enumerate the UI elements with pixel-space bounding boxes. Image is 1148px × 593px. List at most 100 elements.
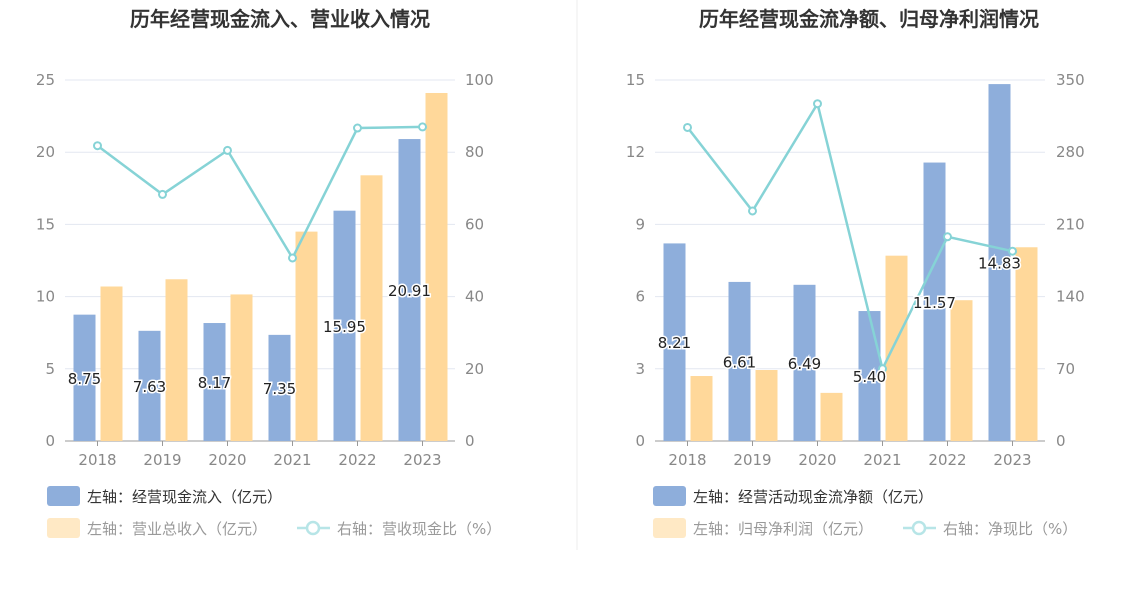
y-right-tick-label: 0: [465, 432, 475, 450]
legend-line-marker: [911, 520, 927, 536]
legend-item[interactable]: 右轴：营收现金比（%）: [297, 520, 501, 538]
bar-data-label: 11.57: [913, 294, 956, 312]
bar-data-label: 20.91: [388, 282, 431, 300]
y-left-tick-label: 20: [36, 143, 55, 161]
line-point: [683, 122, 692, 132]
legend-item[interactable]: 左轴：经营活动现金流净额（亿元）: [653, 486, 933, 506]
line-point: [943, 232, 952, 242]
chart-title: 历年经营现金流入、营业收入情况: [130, 7, 430, 31]
x-tick-label: 2019: [143, 451, 181, 469]
line-point: [813, 99, 822, 109]
bar-primary: [138, 330, 161, 441]
line-series-path: [686, 100, 1013, 373]
bar-secondary: [230, 294, 253, 441]
y-left-tick-label: 12: [626, 143, 645, 161]
line-point: [158, 189, 167, 199]
x-tick-label: 2021: [863, 451, 901, 469]
bar-data-label: 7.35: [263, 380, 296, 398]
bar-secondary: [165, 279, 188, 441]
x-tick-label: 2020: [208, 451, 246, 469]
y-right-tick-label: 60: [465, 215, 484, 233]
y-left-tick-label: 0: [635, 432, 645, 450]
legend-label: 左轴：经营活动现金流净额（亿元）: [693, 488, 933, 506]
bar-secondary: [755, 370, 778, 441]
legend-swatch: [47, 486, 80, 506]
bar-secondary: [820, 392, 843, 441]
y-left-tick-label: 10: [36, 288, 55, 306]
y-left-tick-label: 9: [635, 215, 645, 233]
x-tick-label: 2019: [733, 451, 771, 469]
y-left-tick-label: 15: [626, 71, 645, 89]
y-right-tick-label: 280: [1056, 143, 1085, 161]
x-tick-label: 2022: [338, 451, 376, 469]
line-point: [1008, 246, 1017, 256]
bar-secondary: [950, 300, 973, 441]
line-series-path: [96, 125, 423, 261]
bar-data-label: 7.63: [133, 378, 166, 396]
y-left-tick-label: 5: [45, 360, 55, 378]
bar-data-label: 5.40: [853, 368, 886, 386]
bar-primary: [203, 323, 226, 441]
bar-primary: [728, 281, 751, 441]
legend-swatch: [653, 518, 686, 538]
legend-label: 右轴：营收现金比（%）: [337, 520, 501, 538]
bar-secondary: [885, 255, 908, 441]
legend-line-marker: [305, 520, 321, 536]
line-point: [418, 122, 427, 132]
legend-label: 左轴：经营现金流入（亿元）: [87, 488, 282, 506]
legend-item[interactable]: 左轴：营业总收入（亿元）: [47, 518, 267, 538]
bar-secondary: [295, 231, 318, 441]
legend-swatch: [653, 486, 686, 506]
y-right-tick-label: 100: [465, 71, 494, 89]
bar-data-label: 14.83: [978, 255, 1021, 273]
legend-item[interactable]: 左轴：归母净利润（亿元）: [653, 518, 873, 538]
bar-data-label: 8.21: [658, 334, 691, 352]
y-right-tick-label: 210: [1056, 215, 1085, 233]
line-point: [93, 141, 102, 151]
legend-label: 左轴：归母净利润（亿元）: [693, 520, 873, 538]
y-right-tick-label: 350: [1056, 71, 1085, 89]
bar-primary: [398, 139, 421, 441]
bar-data-label: 8.75: [68, 370, 101, 388]
bar-primary: [268, 334, 291, 441]
x-tick-label: 2022: [928, 451, 966, 469]
line-point: [748, 206, 757, 216]
chart-cash-inflow-revenue: 历年经营现金流入、营业收入情况 0 0 5 20 10 40 15 60 20 80 25 100 201…: [36, 7, 501, 538]
bar-primary: [73, 314, 96, 441]
y-left-tick-label: 25: [36, 71, 55, 89]
legend-label: 右轴：净现比（%）: [943, 520, 1077, 538]
bar-data-label: 15.95: [323, 318, 366, 336]
bar-secondary: [425, 92, 448, 441]
line-point: [288, 253, 297, 263]
x-tick-label: 2023: [993, 451, 1031, 469]
legend-item[interactable]: 左轴：经营现金流入（亿元）: [47, 486, 282, 506]
legend-label: 左轴：营业总收入（亿元）: [87, 520, 267, 538]
y-right-tick-label: 40: [465, 288, 484, 306]
bar-data-label: 6.49: [788, 355, 821, 373]
line-point: [223, 145, 232, 155]
chart-net-cashflow-profit: 历年经营现金流净额、归母净利润情况 0 0 3 70 6 140 9 210 12 280 15 350…: [626, 7, 1085, 538]
x-tick-label: 2021: [273, 451, 311, 469]
y-right-tick-label: 140: [1056, 288, 1085, 306]
y-right-tick-label: 80: [465, 143, 484, 161]
bar-data-label: 6.61: [723, 353, 756, 371]
x-tick-label: 2020: [798, 451, 836, 469]
y-right-tick-label: 70: [1056, 360, 1075, 378]
line-point: [878, 364, 887, 374]
bar-data-label: 8.17: [198, 374, 231, 392]
line-point: [353, 123, 362, 133]
chart-title: 历年经营现金流净额、归母净利润情况: [699, 7, 1039, 31]
y-left-tick-label: 6: [635, 288, 645, 306]
bar-secondary: [360, 175, 383, 441]
bar-primary: [793, 284, 816, 441]
x-tick-label: 2018: [668, 451, 706, 469]
bar-primary: [663, 243, 686, 441]
bar-primary: [923, 162, 946, 442]
x-tick-label: 2023: [403, 451, 441, 469]
y-right-tick-label: 20: [465, 360, 484, 378]
bar-secondary: [690, 376, 713, 441]
y-left-tick-label: 3: [635, 360, 645, 378]
y-left-tick-label: 0: [45, 432, 55, 450]
legend-item[interactable]: 右轴：净现比（%）: [903, 520, 1077, 538]
